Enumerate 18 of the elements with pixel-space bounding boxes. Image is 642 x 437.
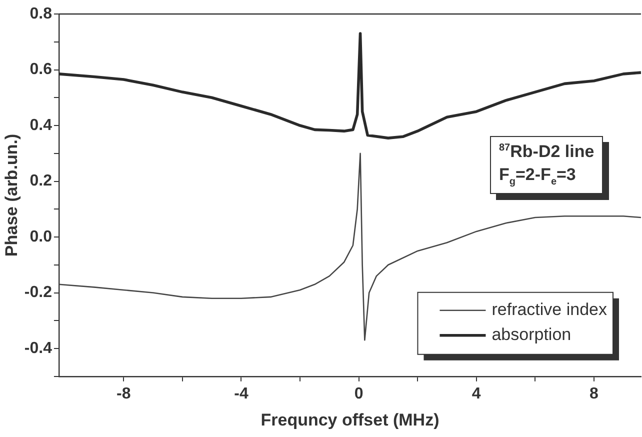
x-tick-label: 8 [590,385,599,402]
x-tick-label: 0 [354,385,364,402]
legend-label: absorption [492,325,572,344]
x-axis-title: Frequncy offset (MHz) [260,410,440,430]
x-tick-label: -8 [116,385,131,402]
y-tick-label: 0.0 [30,228,52,246]
y-tick-label: -0.4 [24,340,52,357]
annotation: $^{87}$Rb-D2 line [499,142,594,161]
y-tick-label: 0.4 [30,116,52,134]
y-tick-label: -0.2 [24,284,52,302]
x-tick-label: 4 [472,385,481,402]
y-axis-title: Phase (arb.un.) [2,134,21,257]
y-tick-label: 0.8 [30,5,52,22]
x-tick-label: -4 [234,385,248,402]
legend-label: refractive index [492,300,608,320]
annotation: F$_{g}$=2-F$_{e}$=3 [499,164,576,188]
y-tick-label: 0.2 [30,172,52,190]
y-tick-label: 0.6 [30,61,52,78]
